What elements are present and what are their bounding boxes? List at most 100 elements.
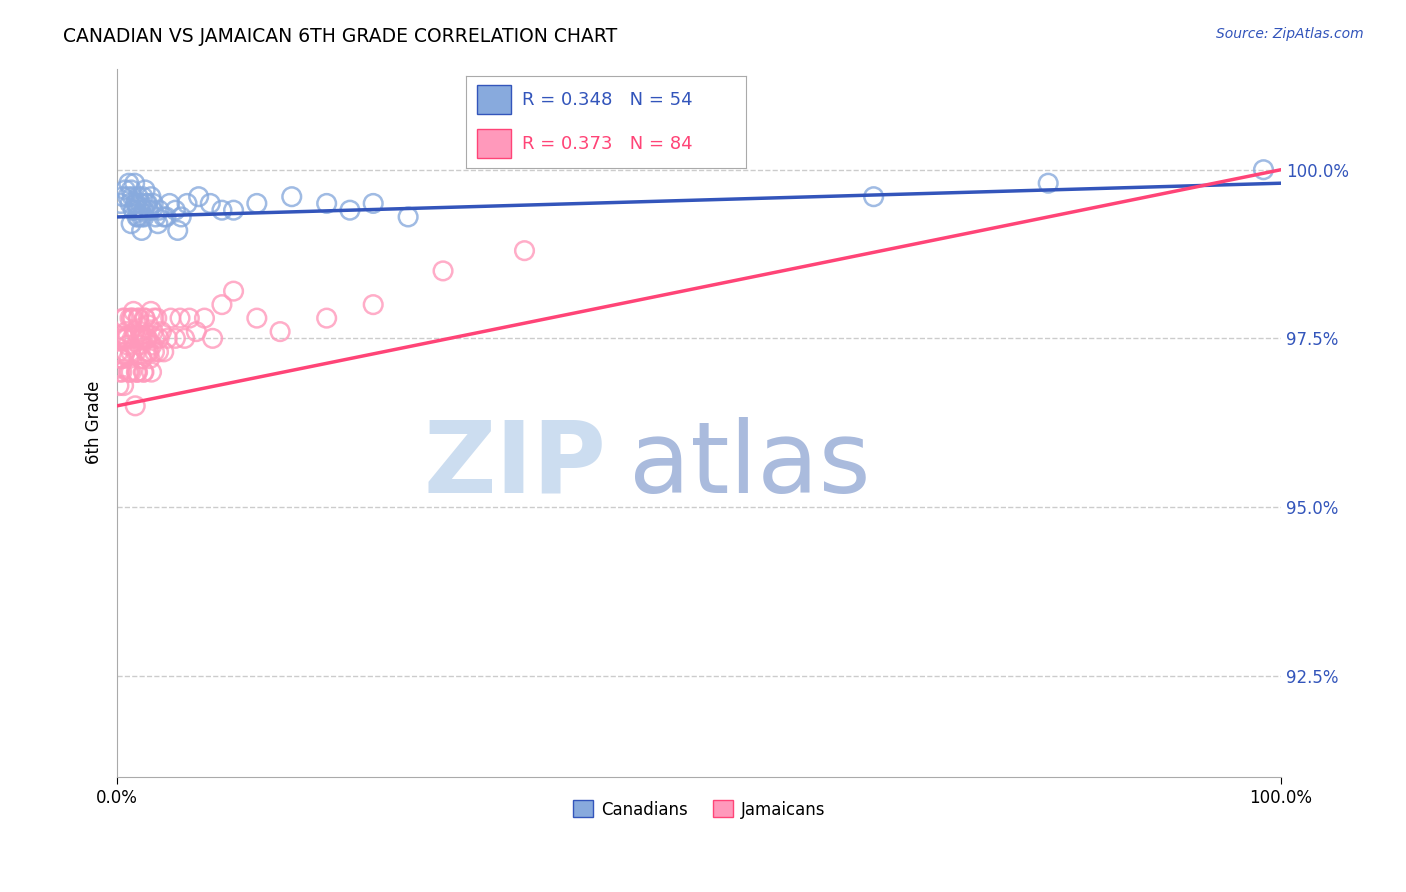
Point <box>129 331 152 345</box>
Point <box>112 378 135 392</box>
Point <box>131 223 153 237</box>
Point <box>121 190 143 204</box>
Point <box>139 351 162 366</box>
Point <box>118 311 141 326</box>
Point <box>124 399 146 413</box>
Point <box>122 203 145 218</box>
Text: atlas: atlas <box>630 417 870 514</box>
Point <box>122 311 145 326</box>
Point <box>143 344 166 359</box>
Point <box>134 183 156 197</box>
Point <box>128 203 150 218</box>
Point <box>148 344 170 359</box>
Point <box>107 344 129 359</box>
Point <box>111 190 134 204</box>
Point <box>121 331 143 345</box>
Point <box>115 325 138 339</box>
Point <box>124 325 146 339</box>
Point <box>135 331 157 345</box>
Point <box>166 223 188 237</box>
Point <box>120 344 142 359</box>
Point <box>200 196 222 211</box>
Point <box>110 351 132 366</box>
Point <box>281 190 304 204</box>
Point <box>135 331 157 345</box>
Point <box>132 203 155 218</box>
Point <box>132 190 155 204</box>
Point <box>141 338 163 352</box>
Point <box>131 351 153 366</box>
Point <box>201 331 224 345</box>
Point <box>129 325 152 339</box>
Point <box>1038 176 1060 190</box>
Point <box>155 210 177 224</box>
Point <box>141 365 163 379</box>
Point <box>125 344 148 359</box>
Y-axis label: 6th Grade: 6th Grade <box>86 381 103 465</box>
Point <box>127 210 149 224</box>
Point <box>132 210 155 224</box>
Point <box>135 196 157 211</box>
Point <box>169 311 191 326</box>
Text: ZIP: ZIP <box>423 417 606 514</box>
Point <box>315 311 337 326</box>
Point <box>396 210 419 224</box>
Point <box>513 244 536 258</box>
Point <box>165 203 187 218</box>
Point <box>136 331 159 345</box>
Point <box>125 365 148 379</box>
Point <box>129 196 152 211</box>
Point <box>173 331 195 345</box>
Point <box>112 331 135 345</box>
Point <box>118 176 141 190</box>
Point <box>118 365 141 379</box>
Point <box>125 365 148 379</box>
Point <box>146 217 169 231</box>
Point <box>127 311 149 326</box>
Point <box>118 196 141 211</box>
Point <box>141 203 163 218</box>
Text: CANADIAN VS JAMAICAN 6TH GRADE CORRELATION CHART: CANADIAN VS JAMAICAN 6TH GRADE CORRELATI… <box>63 27 617 45</box>
Point <box>127 365 149 379</box>
Point <box>128 311 150 326</box>
Point <box>145 210 167 224</box>
Point <box>246 311 269 326</box>
Point <box>148 331 170 345</box>
Point <box>139 304 162 318</box>
Point <box>134 311 156 326</box>
Point <box>156 331 179 345</box>
Point <box>269 325 291 339</box>
Point <box>315 196 337 211</box>
Point <box>170 210 193 224</box>
Legend: Canadians, Jamaicans: Canadians, Jamaicans <box>567 794 832 825</box>
Point <box>131 210 153 224</box>
Point <box>862 190 884 204</box>
Point <box>108 378 131 392</box>
Point <box>131 351 153 366</box>
Point <box>122 304 145 318</box>
Point <box>1253 162 1275 177</box>
Point <box>125 210 148 224</box>
Text: Source: ZipAtlas.com: Source: ZipAtlas.com <box>1216 27 1364 41</box>
Point <box>187 190 209 204</box>
Point <box>117 190 139 204</box>
Point <box>143 331 166 345</box>
Point <box>142 196 165 211</box>
Point <box>114 344 136 359</box>
Point <box>125 196 148 211</box>
Point <box>179 311 201 326</box>
Point <box>139 190 162 204</box>
Point <box>108 331 131 345</box>
Point <box>120 217 142 231</box>
Point <box>152 344 174 359</box>
Point <box>111 365 134 379</box>
Point <box>432 264 454 278</box>
Point <box>136 344 159 359</box>
Point <box>118 351 141 366</box>
Point <box>117 365 139 379</box>
Point <box>122 331 145 345</box>
Point <box>211 203 233 218</box>
Point <box>138 344 160 359</box>
Point <box>132 365 155 379</box>
Point <box>127 190 149 204</box>
